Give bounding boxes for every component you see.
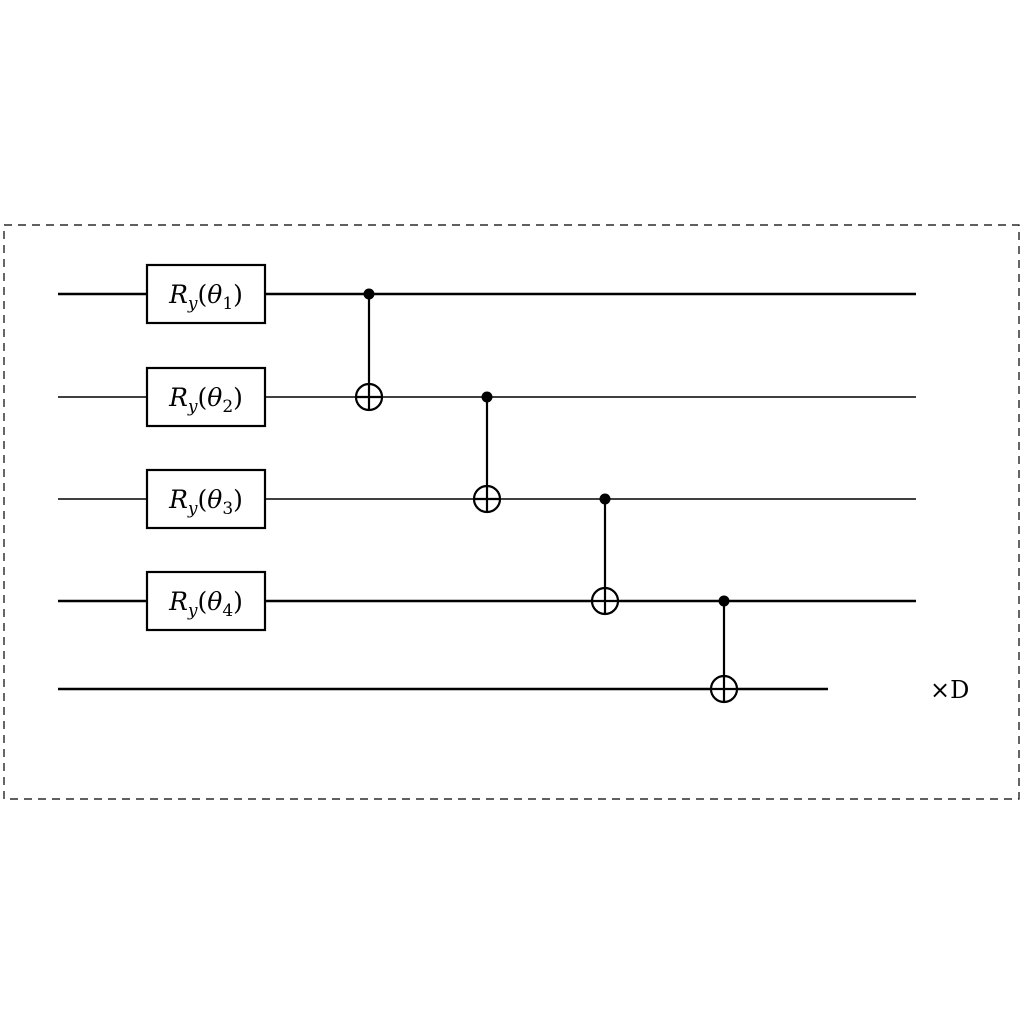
ry-gate-box: [145, 570, 267, 632]
cnot-gate-4: [709, 595, 739, 704]
ry-gate-box: [145, 468, 267, 530]
control-dot: [363, 288, 375, 300]
repeat-label: ×D: [930, 676, 969, 704]
ry-gate-label: Ry(θ3): [168, 485, 243, 519]
ry-gate-label: Ry(θ1): [168, 280, 243, 314]
ry-gate-2: Ry(θ2): [145, 366, 267, 428]
cnot-gate-1: [354, 288, 384, 412]
ry-gate-label: Ry(θ4): [168, 587, 243, 621]
cnot-gate-3: [590, 493, 620, 616]
control-dot: [481, 391, 493, 403]
ry-gate-box: [145, 366, 267, 428]
ry-gate-3: Ry(θ3): [145, 468, 267, 530]
ry-gate-label: Ry(θ2): [168, 383, 243, 417]
control-dot: [599, 493, 611, 505]
ry-gate-4: Ry(θ4): [145, 570, 267, 632]
cnot-gate-2: [472, 391, 502, 514]
repeat-block-border: [3, 224, 1020, 800]
control-dot: [718, 595, 730, 607]
ry-gate-1: Ry(θ1): [145, 263, 267, 325]
ry-gate-box: [145, 263, 267, 325]
